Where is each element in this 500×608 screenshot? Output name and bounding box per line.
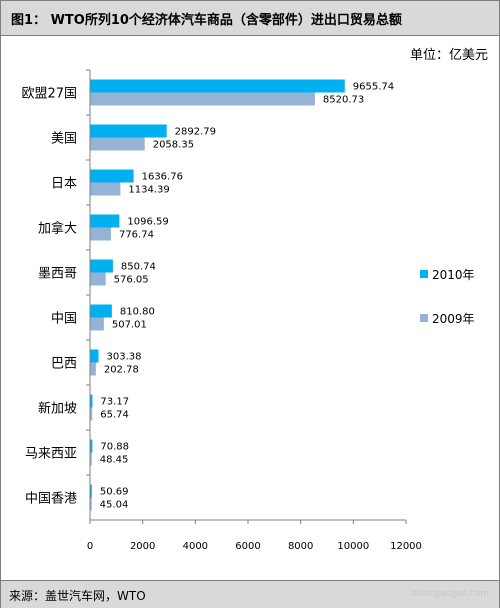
bar-2009 (90, 407, 93, 421)
category-label: 美国 (51, 132, 77, 147)
data-label: 45.04 (100, 500, 129, 511)
legend-label: 2009年 (432, 312, 475, 326)
bar-2010 (90, 124, 167, 138)
data-label: 507.01 (112, 320, 147, 331)
data-label: 48.45 (100, 455, 129, 466)
x-tick-label: 8000 (288, 541, 313, 552)
bar-2009 (90, 317, 104, 331)
legend-swatch (420, 270, 428, 278)
x-tick-label: 10000 (337, 541, 369, 552)
bar-2010 (90, 394, 93, 408)
bar-2009 (90, 92, 315, 106)
data-label: 776.74 (119, 230, 154, 241)
x-tick-label: 2000 (130, 541, 155, 552)
bar-2009 (90, 452, 92, 466)
data-label: 1636.76 (142, 172, 183, 183)
data-label: 2892.79 (175, 127, 216, 138)
bar-2010 (90, 259, 113, 273)
data-label: 850.74 (121, 262, 156, 273)
data-label: 9655.74 (353, 82, 394, 93)
data-label: 73.17 (100, 397, 129, 408)
source-note: 来源：盖世汽车网，WTO (9, 589, 146, 603)
bar-2009 (90, 362, 96, 376)
bar-2010 (90, 304, 112, 318)
bar-2010 (90, 439, 93, 453)
data-label: 202.78 (104, 365, 139, 376)
footer: 来源：盖世汽车网，WTO auto.gasgoo.com (1, 580, 499, 608)
x-tick-label: 0 (87, 541, 93, 552)
x-tick-label: 4000 (183, 541, 208, 552)
category-label: 欧盟27国 (21, 87, 77, 102)
bar-2010 (90, 214, 120, 228)
bar-2009 (90, 497, 92, 511)
legend-swatch (420, 314, 428, 322)
title-bar: 图1： WTO所列10个经济体汽车商品（含零部件）进出口贸易总额 (1, 1, 499, 36)
chart-title: 图1： WTO所列10个经济体汽车商品（含零部件）进出口贸易总额 (11, 13, 402, 28)
data-label: 8520.73 (323, 95, 364, 106)
bar-2010 (90, 484, 92, 498)
category-label: 墨西哥 (38, 267, 77, 282)
bar-2010 (90, 79, 345, 93)
bar-2009 (90, 182, 121, 196)
category-label: 新加坡 (38, 401, 77, 417)
bar-2009 (90, 272, 106, 286)
category-label: 巴西 (51, 357, 77, 372)
legend-label: 2010年 (432, 268, 475, 282)
category-label: 日本 (51, 177, 77, 192)
bar-2009 (90, 137, 145, 151)
data-label: 576.05 (114, 275, 149, 286)
data-label: 810.80 (120, 307, 155, 318)
data-label: 1134.39 (128, 185, 169, 196)
data-label: 50.69 (100, 487, 129, 498)
data-label: 70.88 (100, 442, 129, 453)
x-tick-label: 6000 (235, 541, 260, 552)
bar-2010 (90, 169, 134, 183)
watermark-logo: auto.gasgoo.com (411, 589, 489, 599)
category-label: 加拿大 (38, 221, 77, 237)
data-label: 303.38 (106, 352, 141, 363)
category-label: 马来西亚 (25, 447, 77, 462)
unit-label: 单位：亿美元 (409, 48, 488, 63)
data-label: 65.74 (100, 410, 129, 421)
bar-2009 (90, 227, 111, 241)
data-label: 1096.59 (127, 217, 168, 228)
data-label: 2058.35 (153, 140, 194, 151)
x-tick-label: 12000 (390, 541, 422, 552)
category-label: 中国香港 (25, 492, 77, 507)
bar-2010 (90, 349, 99, 363)
category-label: 中国 (51, 312, 77, 327)
